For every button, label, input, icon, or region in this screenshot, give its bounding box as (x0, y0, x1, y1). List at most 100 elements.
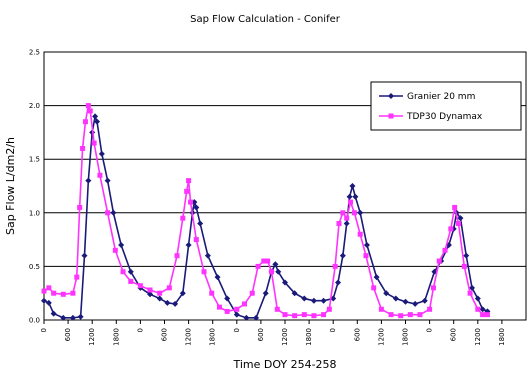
data-point (274, 306, 280, 312)
data-point (60, 291, 66, 297)
data-point (224, 308, 230, 314)
x-tick-label: 1800 (112, 328, 120, 346)
data-point (204, 252, 211, 259)
data-point (310, 297, 317, 304)
data-point (357, 231, 363, 237)
data-point (105, 210, 111, 216)
data-point (214, 274, 221, 281)
y-tick-label: 2.0 (29, 102, 40, 110)
data-point (157, 290, 163, 296)
data-point (209, 290, 215, 296)
data-point (118, 241, 125, 248)
data-point (234, 306, 240, 312)
data-point (262, 290, 269, 297)
data-point (336, 221, 342, 227)
data-point (357, 209, 364, 216)
data-point (321, 312, 327, 318)
x-tick-label: 0 (40, 328, 48, 332)
data-point (147, 291, 154, 298)
data-point (269, 269, 275, 275)
series-granier (41, 113, 491, 321)
data-point (392, 295, 399, 302)
x-tick-label: 600 (353, 328, 361, 341)
data-point (402, 298, 409, 305)
data-point (452, 204, 458, 210)
data-point (383, 290, 390, 297)
data-point (188, 199, 194, 205)
data-point (272, 261, 279, 268)
data-point (74, 274, 80, 280)
x-tick-label: 600 (257, 328, 265, 341)
data-point (352, 193, 359, 200)
data-point (69, 314, 76, 321)
data-point (97, 172, 103, 178)
data-point (442, 247, 448, 253)
data-point (255, 263, 261, 269)
data-point (348, 199, 354, 205)
data-point (282, 312, 288, 318)
x-tick-label: 600 (64, 328, 72, 341)
data-point (427, 306, 433, 312)
data-point (343, 220, 350, 227)
data-point (378, 306, 384, 312)
x-tick-label: 1800 (498, 328, 506, 346)
y-tick-label: 2.5 (29, 49, 40, 57)
data-point (388, 93, 394, 99)
data-point (172, 300, 179, 307)
data-point (474, 295, 481, 302)
data-point (164, 299, 171, 306)
data-point (340, 210, 346, 216)
x-tick-label: 1200 (88, 328, 96, 346)
data-point (127, 268, 134, 275)
data-point (85, 103, 91, 109)
data-point (388, 113, 394, 119)
data-point (412, 300, 419, 307)
data-point (70, 290, 76, 296)
data-point (456, 221, 462, 227)
data-point (326, 306, 332, 312)
data-point (265, 258, 271, 264)
y-axis-ticks: 0.0 0.5 1.0 1.5 2.0 2.5 (29, 49, 40, 325)
y-tick-label: 0.0 (29, 317, 40, 325)
data-point (193, 237, 199, 243)
data-point (301, 295, 308, 302)
data-point (128, 278, 134, 284)
data-point (253, 314, 260, 321)
data-point (82, 119, 88, 125)
data-point (233, 311, 240, 318)
data-point (291, 290, 298, 297)
data-point (398, 313, 404, 319)
data-point (179, 290, 186, 297)
data-point (216, 304, 222, 310)
data-point (363, 253, 369, 259)
data-point (180, 215, 186, 221)
data-point (461, 263, 467, 269)
series-line (43, 102, 488, 317)
data-point (60, 314, 67, 321)
data-point (475, 306, 481, 312)
x-tick-label: 0 (329, 328, 337, 332)
data-point (335, 279, 342, 286)
data-point (430, 285, 436, 291)
data-point (249, 290, 255, 296)
data-point (166, 285, 172, 291)
chart-title: Sap Flow Calculation - Conifer (190, 14, 341, 25)
data-point (46, 285, 52, 291)
series-tdp30 (41, 102, 490, 319)
data-point (112, 247, 118, 253)
data-point (436, 258, 442, 264)
data-point (261, 258, 267, 264)
data-point (469, 284, 476, 291)
data-point (120, 269, 126, 275)
data-point (351, 210, 357, 216)
x-tick-label: 1800 (402, 328, 410, 346)
data-point (332, 263, 338, 269)
legend: Granier 20 mm TDP30 Dynamax (370, 81, 522, 131)
y-axis-label: Sap Flow L/dm2/h (4, 137, 17, 235)
x-tick-label: 600 (161, 328, 169, 341)
data-point (282, 279, 288, 286)
data-point (41, 297, 47, 304)
data-point (371, 285, 377, 291)
data-point (51, 290, 57, 296)
